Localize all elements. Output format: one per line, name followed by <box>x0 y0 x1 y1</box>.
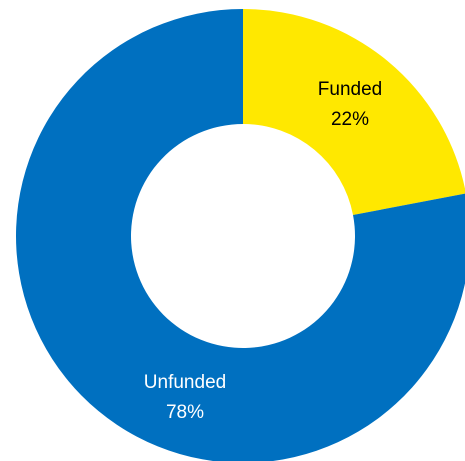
slice-value-label: 78% <box>166 402 204 423</box>
slice-label: Funded <box>318 79 382 100</box>
slice-label: Unfunded <box>144 372 226 393</box>
donut-slice <box>243 9 465 216</box>
slice-value-label: 22% <box>331 109 369 130</box>
donut-slice <box>16 9 465 461</box>
